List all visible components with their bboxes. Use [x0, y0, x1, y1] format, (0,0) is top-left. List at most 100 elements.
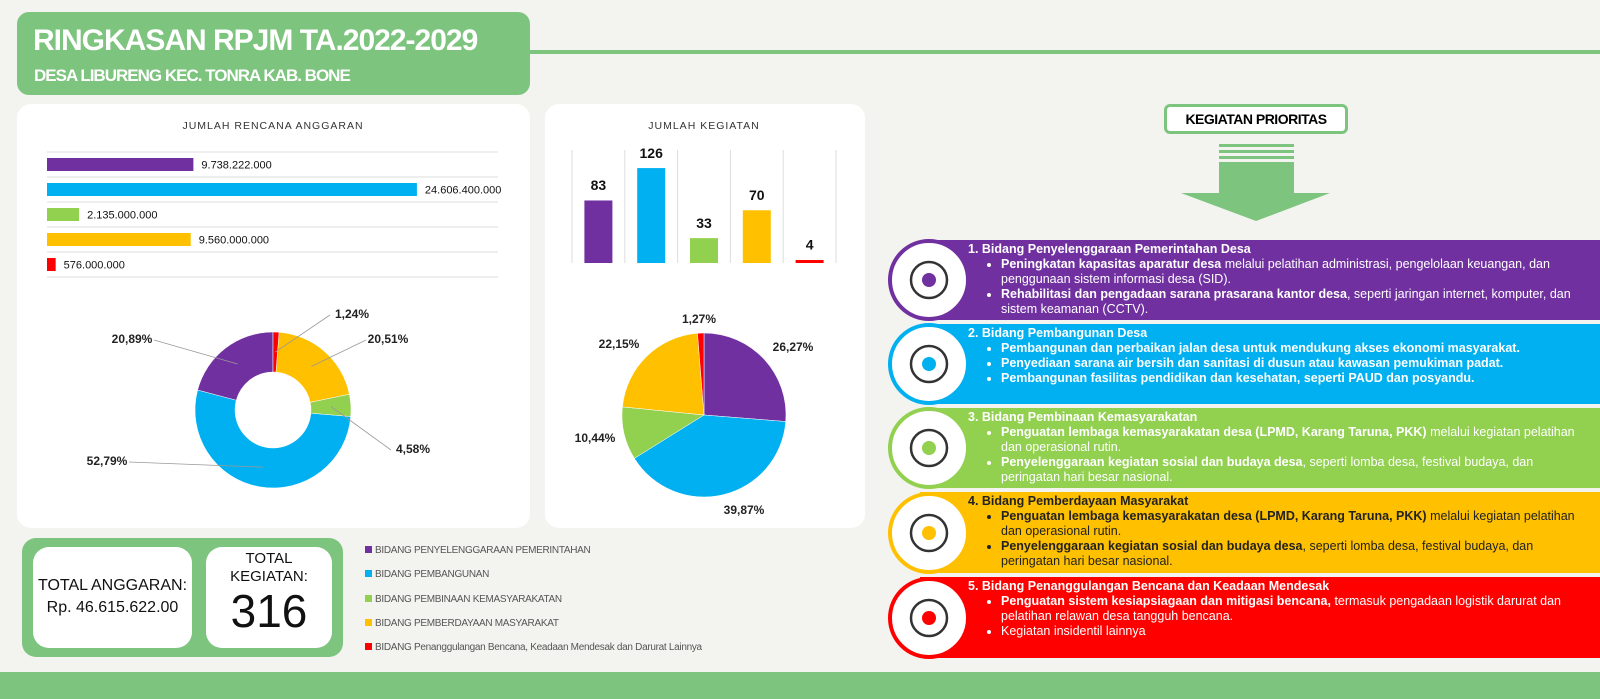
slice	[703, 332, 787, 422]
budget-value: Rp. 46.615.622.00	[46, 599, 179, 616]
value-label: 70	[749, 187, 765, 203]
legend-label: BIDANG Penanggulangan Bencana, Keadaan M…	[375, 642, 702, 654]
value-label: 20,89%	[112, 332, 153, 346]
legend-swatch	[365, 594, 372, 602]
section-band	[920, 577, 1600, 658]
bar	[47, 158, 194, 171]
bullet-list: Pembangunan dan perbaikan jalan desa unt…	[968, 341, 1588, 386]
section-text: 2. Bidang Pembangunan DesaPembangunan da…	[968, 326, 1588, 386]
section-text: 1. Bidang Penyelenggaraan Pemerintahan D…	[968, 242, 1588, 317]
value-label: 1,24%	[335, 307, 369, 321]
slice	[197, 331, 274, 401]
legend-item: BIDANG PEMBANGUNAN	[365, 569, 489, 580]
section-icon	[888, 323, 970, 405]
legend-item: BIDANG Penanggulangan Bencana, Keadaan M…	[365, 642, 702, 653]
bar	[47, 233, 191, 246]
value-label: 33	[696, 215, 712, 231]
leader-line	[311, 339, 367, 367]
bullet-list: Penguatan lembaga kemasyarakatan desa (L…	[968, 425, 1588, 485]
footer-bar	[0, 672, 1600, 699]
chart-title: JUMLAH RENCANA ANGGARAN	[182, 120, 363, 132]
section-text: 4. Bidang Pemberdayaan MasyarakatPenguat…	[968, 494, 1588, 569]
section-band	[920, 240, 1600, 320]
bullet: Pembangunan dan perbaikan jalan desa unt…	[1001, 341, 1588, 356]
summary: TOTAL ANGGARAN: Rp. 46.615.622.00 TOTAL …	[22, 538, 343, 657]
bullet: Penyediaan sarana air bersih dan sanitas…	[1001, 356, 1588, 371]
legend-swatch	[365, 643, 372, 651]
bar	[690, 238, 718, 263]
slice	[272, 331, 280, 373]
budget-box: TOTAL ANGGARAN: Rp. 46.615.622.00	[33, 547, 192, 648]
bar	[47, 183, 417, 196]
bullet-text: melalui kegiatan pelatihan dan operasion…	[1001, 425, 1579, 454]
bullet-text: Kegiatan insidentil lainnya	[1001, 624, 1146, 638]
section-title: 5. Bidang Penanggulangan Bencana dan Kea…	[968, 579, 1330, 593]
value-label: 83	[591, 177, 607, 193]
section-text: 5. Bidang Penanggulangan Bencana dan Kea…	[968, 579, 1588, 639]
section-band	[920, 408, 1600, 488]
section-band	[920, 324, 1600, 404]
bullet: Kegiatan insidentil lainnya	[1001, 624, 1588, 639]
bar	[637, 168, 666, 263]
value-label: 1,27%	[682, 312, 716, 326]
value-label: 4,58%	[396, 442, 430, 456]
bullet: Penguatan sistem kesiapsiagaan dan mitig…	[1001, 594, 1588, 624]
arrow	[1181, 144, 1330, 221]
bullet: Pembangunan fasilitas pendidikan dan kes…	[1001, 371, 1588, 386]
icon	[909, 513, 949, 552]
bar	[47, 208, 80, 221]
bullet-list: Peningkatan kapasitas aparatur desa mela…	[968, 257, 1588, 317]
icon	[909, 344, 949, 384]
value-label: 2.135.000.000	[87, 209, 157, 221]
slice	[194, 389, 351, 489]
slice	[634, 414, 787, 498]
bullet-bold: Penyelenggaraan kegiatan sosial dan buda…	[1001, 539, 1303, 553]
bullet-text: melalui pelatihan administrasi, pengelol…	[1001, 257, 1554, 286]
priorities-title: KEGIATAN PRIORITAS	[1164, 104, 1348, 134]
bullet: Penyelenggaraan kegiatan sosial dan buda…	[1001, 455, 1588, 485]
bullet-bold: Penguatan sistem kesiapsiagaan dan mitig…	[1001, 594, 1331, 608]
activities-value: 316	[230, 585, 308, 637]
value-label: 39,87%	[724, 503, 765, 517]
bar	[742, 210, 771, 263]
legend-label: BIDANG PEMBINAAN KEMASYARAKATAN	[375, 593, 562, 605]
bullet-list: Penguatan sistem kesiapsiagaan dan mitig…	[968, 594, 1588, 639]
value-label: 126	[640, 145, 664, 161]
value-label: 4	[806, 237, 814, 253]
legend-swatch	[365, 570, 372, 578]
section-icon	[888, 576, 970, 659]
value-label: 576.000.000	[64, 259, 125, 271]
bullet: Penguatan lembaga kemasyarakatan desa (L…	[1001, 509, 1588, 539]
value-label: 26,27%	[773, 340, 814, 354]
subtitle: DESA LIBURENG KEC. TONRA KAB. BONE	[34, 66, 351, 85]
bar	[47, 258, 56, 271]
bullet-bold: Penyelenggaraan kegiatan sosial dan buda…	[1001, 455, 1303, 469]
chart-title: JUMLAH KEGIATAN	[648, 120, 759, 132]
icon	[909, 598, 949, 637]
header: RINGKASAN RPJM TA.2022-2029 DESA LIBUREN…	[17, 12, 530, 95]
section-text: 3. Bidang Pembinaan KemasyarakatanPengua…	[968, 410, 1588, 485]
bullet: Peningkatan kapasitas aparatur desa mela…	[1001, 257, 1588, 287]
legend-swatch	[365, 546, 372, 553]
bullet-bold: Pembangunan fasilitas pendidikan dan kes…	[1001, 371, 1475, 385]
bullet-text: , seperti jaringan internet, komputer, d…	[1001, 287, 1575, 316]
budget-label: TOTAL ANGGARAN:	[37, 577, 188, 594]
bullet-text: , seperti lomba desa, festival budaya, d…	[1001, 539, 1537, 568]
legend-label: BIDANG PENYELENGGARAAN PEMERINTAHAN	[375, 545, 591, 556]
legend-label: BIDANG PEMBERDAYAAN MASYARAKAT	[375, 617, 559, 629]
bullet-text: termasuk pengadaan logistik darurat dan …	[1001, 594, 1565, 623]
slice	[622, 332, 705, 416]
slice	[275, 331, 350, 403]
value-label: 9.560.000.000	[199, 234, 269, 246]
value-label: 24.606.400.000	[425, 184, 501, 196]
bullet: Penyelenggaraan kegiatan sosial dan buda…	[1001, 539, 1588, 569]
leader-line	[128, 461, 264, 468]
bullet-bold: Penguatan lembaga kemasyarakatan desa (L…	[1001, 509, 1427, 523]
section-icon	[888, 239, 970, 321]
legend-swatch	[365, 618, 372, 626]
legend-item: BIDANG PENYELENGGARAAN PEMERINTAHAN	[365, 545, 591, 556]
header-rule	[530, 50, 1600, 54]
section-icon	[888, 407, 970, 489]
bullet-bold: Penguatan lembaga kemasyarakatan desa (L…	[1001, 425, 1427, 439]
